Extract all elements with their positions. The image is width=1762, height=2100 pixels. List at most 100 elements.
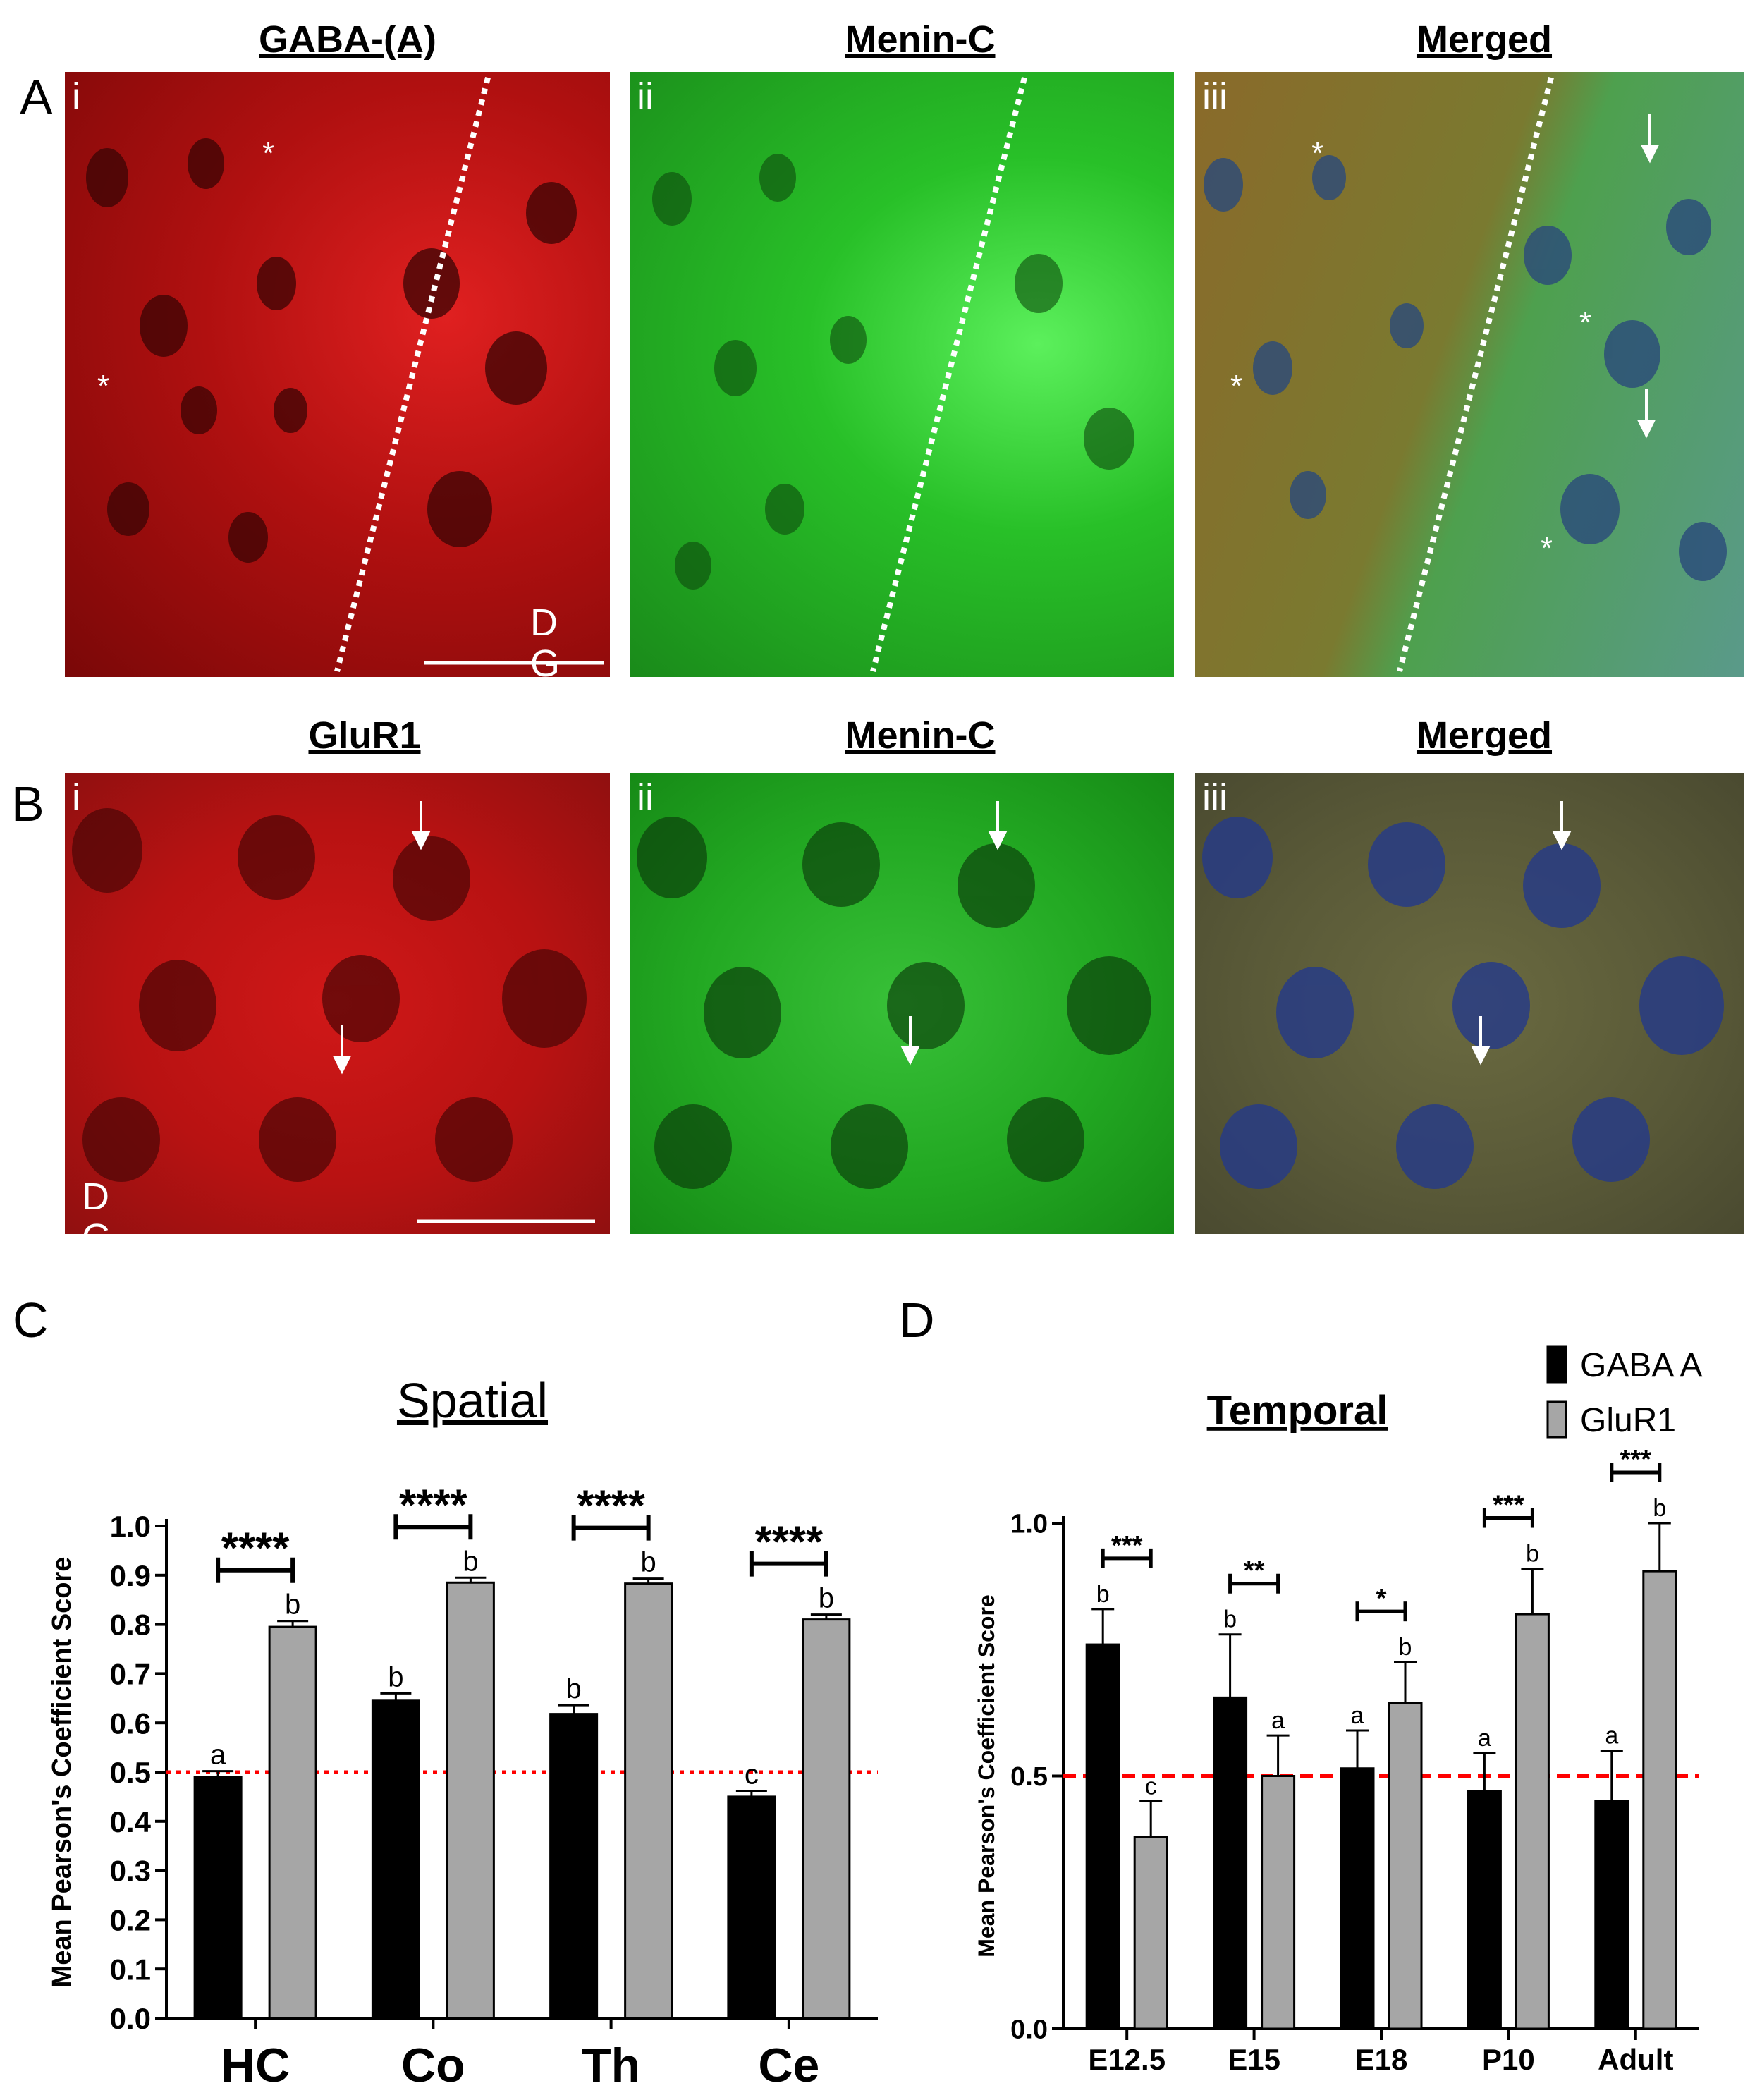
temporal-xlabel-4: Adult xyxy=(1598,2043,1673,2076)
temporal-bar-gaba-a-0 xyxy=(1085,1643,1120,2030)
panel-label-a: A xyxy=(20,70,53,125)
spatial-ytick-label-9: 0.9 xyxy=(110,1559,151,1592)
temporal-bar-glur1-0 xyxy=(1133,1836,1168,2030)
spatial-bar-glur1-3 xyxy=(802,1618,851,2020)
spatial-letter-1-2: b xyxy=(641,1547,656,1578)
temporal-xlabel-2: E18 xyxy=(1355,2043,1408,2076)
svg-text:*: * xyxy=(1230,369,1242,403)
spatial-xlabel-2: Th xyxy=(582,2039,640,2092)
micrograph-a-menin-cells xyxy=(652,77,1134,672)
spatial-ytick-label-7: 0.7 xyxy=(110,1658,151,1691)
spatial-ylabel: Mean Pearson's Coefficient Score xyxy=(47,1557,77,1988)
dg-label-b: D G xyxy=(82,1176,111,1234)
spatial-bar-gaba-a-2 xyxy=(549,1713,599,2020)
spatial-letter-1-1: b xyxy=(463,1546,478,1577)
spatial-bar-glur1-1 xyxy=(446,1581,495,2020)
spatial-letter-0-2: b xyxy=(566,1673,582,1704)
temporal-xlabel-0: E12.5 xyxy=(1088,2043,1166,2076)
svg-text:*: * xyxy=(1579,305,1591,340)
temporal-significance-1: ** xyxy=(1244,1556,1265,1586)
temporal-bar-gaba-a-4 xyxy=(1594,1800,1629,2030)
temporal-letter-1-3: b xyxy=(1526,1541,1539,1568)
temporal-ytick-label-1: 0.5 xyxy=(1010,1762,1048,1792)
temporal-ytick-label-2: 1.0 xyxy=(1010,1510,1048,1539)
header-merged-b: Merged xyxy=(1416,714,1553,757)
spatial-letter-1-0: b xyxy=(285,1589,300,1620)
micrograph-b-menin-cells xyxy=(637,801,1151,1189)
spatial-ytick-label-6: 0.6 xyxy=(110,1707,151,1740)
spatial-bar-gaba-a-0 xyxy=(193,1776,243,2020)
micrograph-a-menin: ii xyxy=(630,72,1174,677)
temporal-letter-1-4: b xyxy=(1653,1495,1666,1522)
temporal-ylabel: Mean Pearson's Coefficient Score xyxy=(974,1594,999,1957)
temporal-xlabel-1: E15 xyxy=(1228,2043,1280,2076)
temporal-legend-label-0: GABA A xyxy=(1580,1347,1702,1384)
header-menin-c-b: Menin-C xyxy=(845,714,996,757)
temporal-letter-0-2: a xyxy=(1351,1702,1364,1729)
temporal-xlabel-3: P10 xyxy=(1482,2043,1535,2076)
panel-label-d: D xyxy=(899,1293,935,1348)
spatial-bar-glur1-2 xyxy=(624,1582,673,2020)
spatial-xlabel-0: HC xyxy=(221,2039,290,2092)
header-merged-a: Merged xyxy=(1416,18,1553,61)
temporal-letter-1-0: c xyxy=(1145,1773,1157,1800)
temporal-letter-0-3: a xyxy=(1478,1725,1491,1752)
header-gaba-a: GABA-(A) xyxy=(259,18,436,61)
spatial-letter-0-3: c xyxy=(745,1759,759,1790)
temporal-bar-gaba-a-3 xyxy=(1467,1790,1502,2030)
dg-label-a: D G xyxy=(530,602,561,677)
header-glur1: GluR1 xyxy=(308,714,421,757)
panel-label-c: C xyxy=(13,1293,49,1348)
numeral-a-ii: ii xyxy=(637,75,654,118)
chart-temporal: Temporal Mean Pearson's Coefficient Score… xyxy=(974,1345,1702,2076)
micrograph-a-gaba: * * i D G xyxy=(65,72,610,677)
micrograph-b-menin: ii xyxy=(630,773,1174,1234)
svg-text:*: * xyxy=(1541,531,1553,566)
micrograph-b-merged: iii xyxy=(1195,773,1744,1234)
spatial-significance-3: **** xyxy=(755,1518,824,1567)
spatial-significance-1: **** xyxy=(399,1481,467,1530)
micrograph-a-gaba-cells: * * xyxy=(86,77,604,672)
spatial-bar-glur1-0 xyxy=(268,1625,317,2020)
micrograph-b-glur1-cells xyxy=(72,801,595,1223)
numeral-b-iii: iii xyxy=(1202,776,1228,819)
spatial-significance-0: **** xyxy=(221,1525,290,1573)
spatial-ytick-label-0: 0.0 xyxy=(110,2002,151,2035)
chart-spatial: Spatial Mean Pearson's Coefficient Score 0… xyxy=(47,1373,878,2092)
spatial-ytick-label-10: 1.0 xyxy=(110,1510,151,1543)
temporal-bar-glur1-3 xyxy=(1515,1613,1550,2030)
micrograph-b-merged-cells xyxy=(1202,801,1724,1189)
temporal-legend-label-1: GluR1 xyxy=(1580,1402,1676,1439)
svg-text:*: * xyxy=(1311,136,1323,171)
spatial-ytick-label-2: 0.2 xyxy=(110,1904,151,1937)
header-menin-c-a: Menin-C xyxy=(845,18,996,61)
spatial-significance-2: **** xyxy=(577,1482,645,1531)
temporal-bar-gaba-a-1 xyxy=(1213,1696,1248,2030)
svg-text:*: * xyxy=(262,136,274,171)
svg-text:*: * xyxy=(97,369,109,403)
numeral-b-ii: ii xyxy=(637,776,654,819)
temporal-letter-0-4: a xyxy=(1605,1723,1618,1750)
spatial-letter-1-3: b xyxy=(819,1583,834,1614)
temporal-legend-swatch-1 xyxy=(1546,1400,1567,1439)
spatial-xlabel-3: Ce xyxy=(758,2039,819,2092)
temporal-bar-glur1-2 xyxy=(1388,1702,1423,2030)
micrograph-a-merged-cells: * * * * xyxy=(1204,77,1727,672)
spatial-ytick-label-3: 0.3 xyxy=(110,1855,151,1888)
temporal-bar-glur1-1 xyxy=(1261,1775,1296,2030)
temporal-significance-3: *** xyxy=(1493,1491,1524,1520)
spatial-bar-gaba-a-3 xyxy=(727,1795,776,2020)
temporal-significance-2: * xyxy=(1376,1584,1387,1613)
temporal-bar-glur1-4 xyxy=(1642,1570,1677,2030)
panel-label-b: B xyxy=(11,776,44,831)
temporal-significance-0: *** xyxy=(1111,1531,1143,1561)
spatial-bar-gaba-a-1 xyxy=(371,1699,420,2020)
temporal-letter-1-2: b xyxy=(1399,1634,1412,1661)
temporal-title: Temporal xyxy=(1207,1388,1388,1434)
numeral-b-i: i xyxy=(72,776,80,819)
micrograph-a-merged: * * * * iii xyxy=(1195,72,1744,677)
temporal-ytick-label-0: 0.0 xyxy=(1010,2015,1048,2045)
micrograph-b-glur1: i D G xyxy=(65,773,610,1234)
temporal-bar-gaba-a-2 xyxy=(1340,1767,1375,2030)
temporal-letter-1-1: a xyxy=(1271,1707,1285,1734)
